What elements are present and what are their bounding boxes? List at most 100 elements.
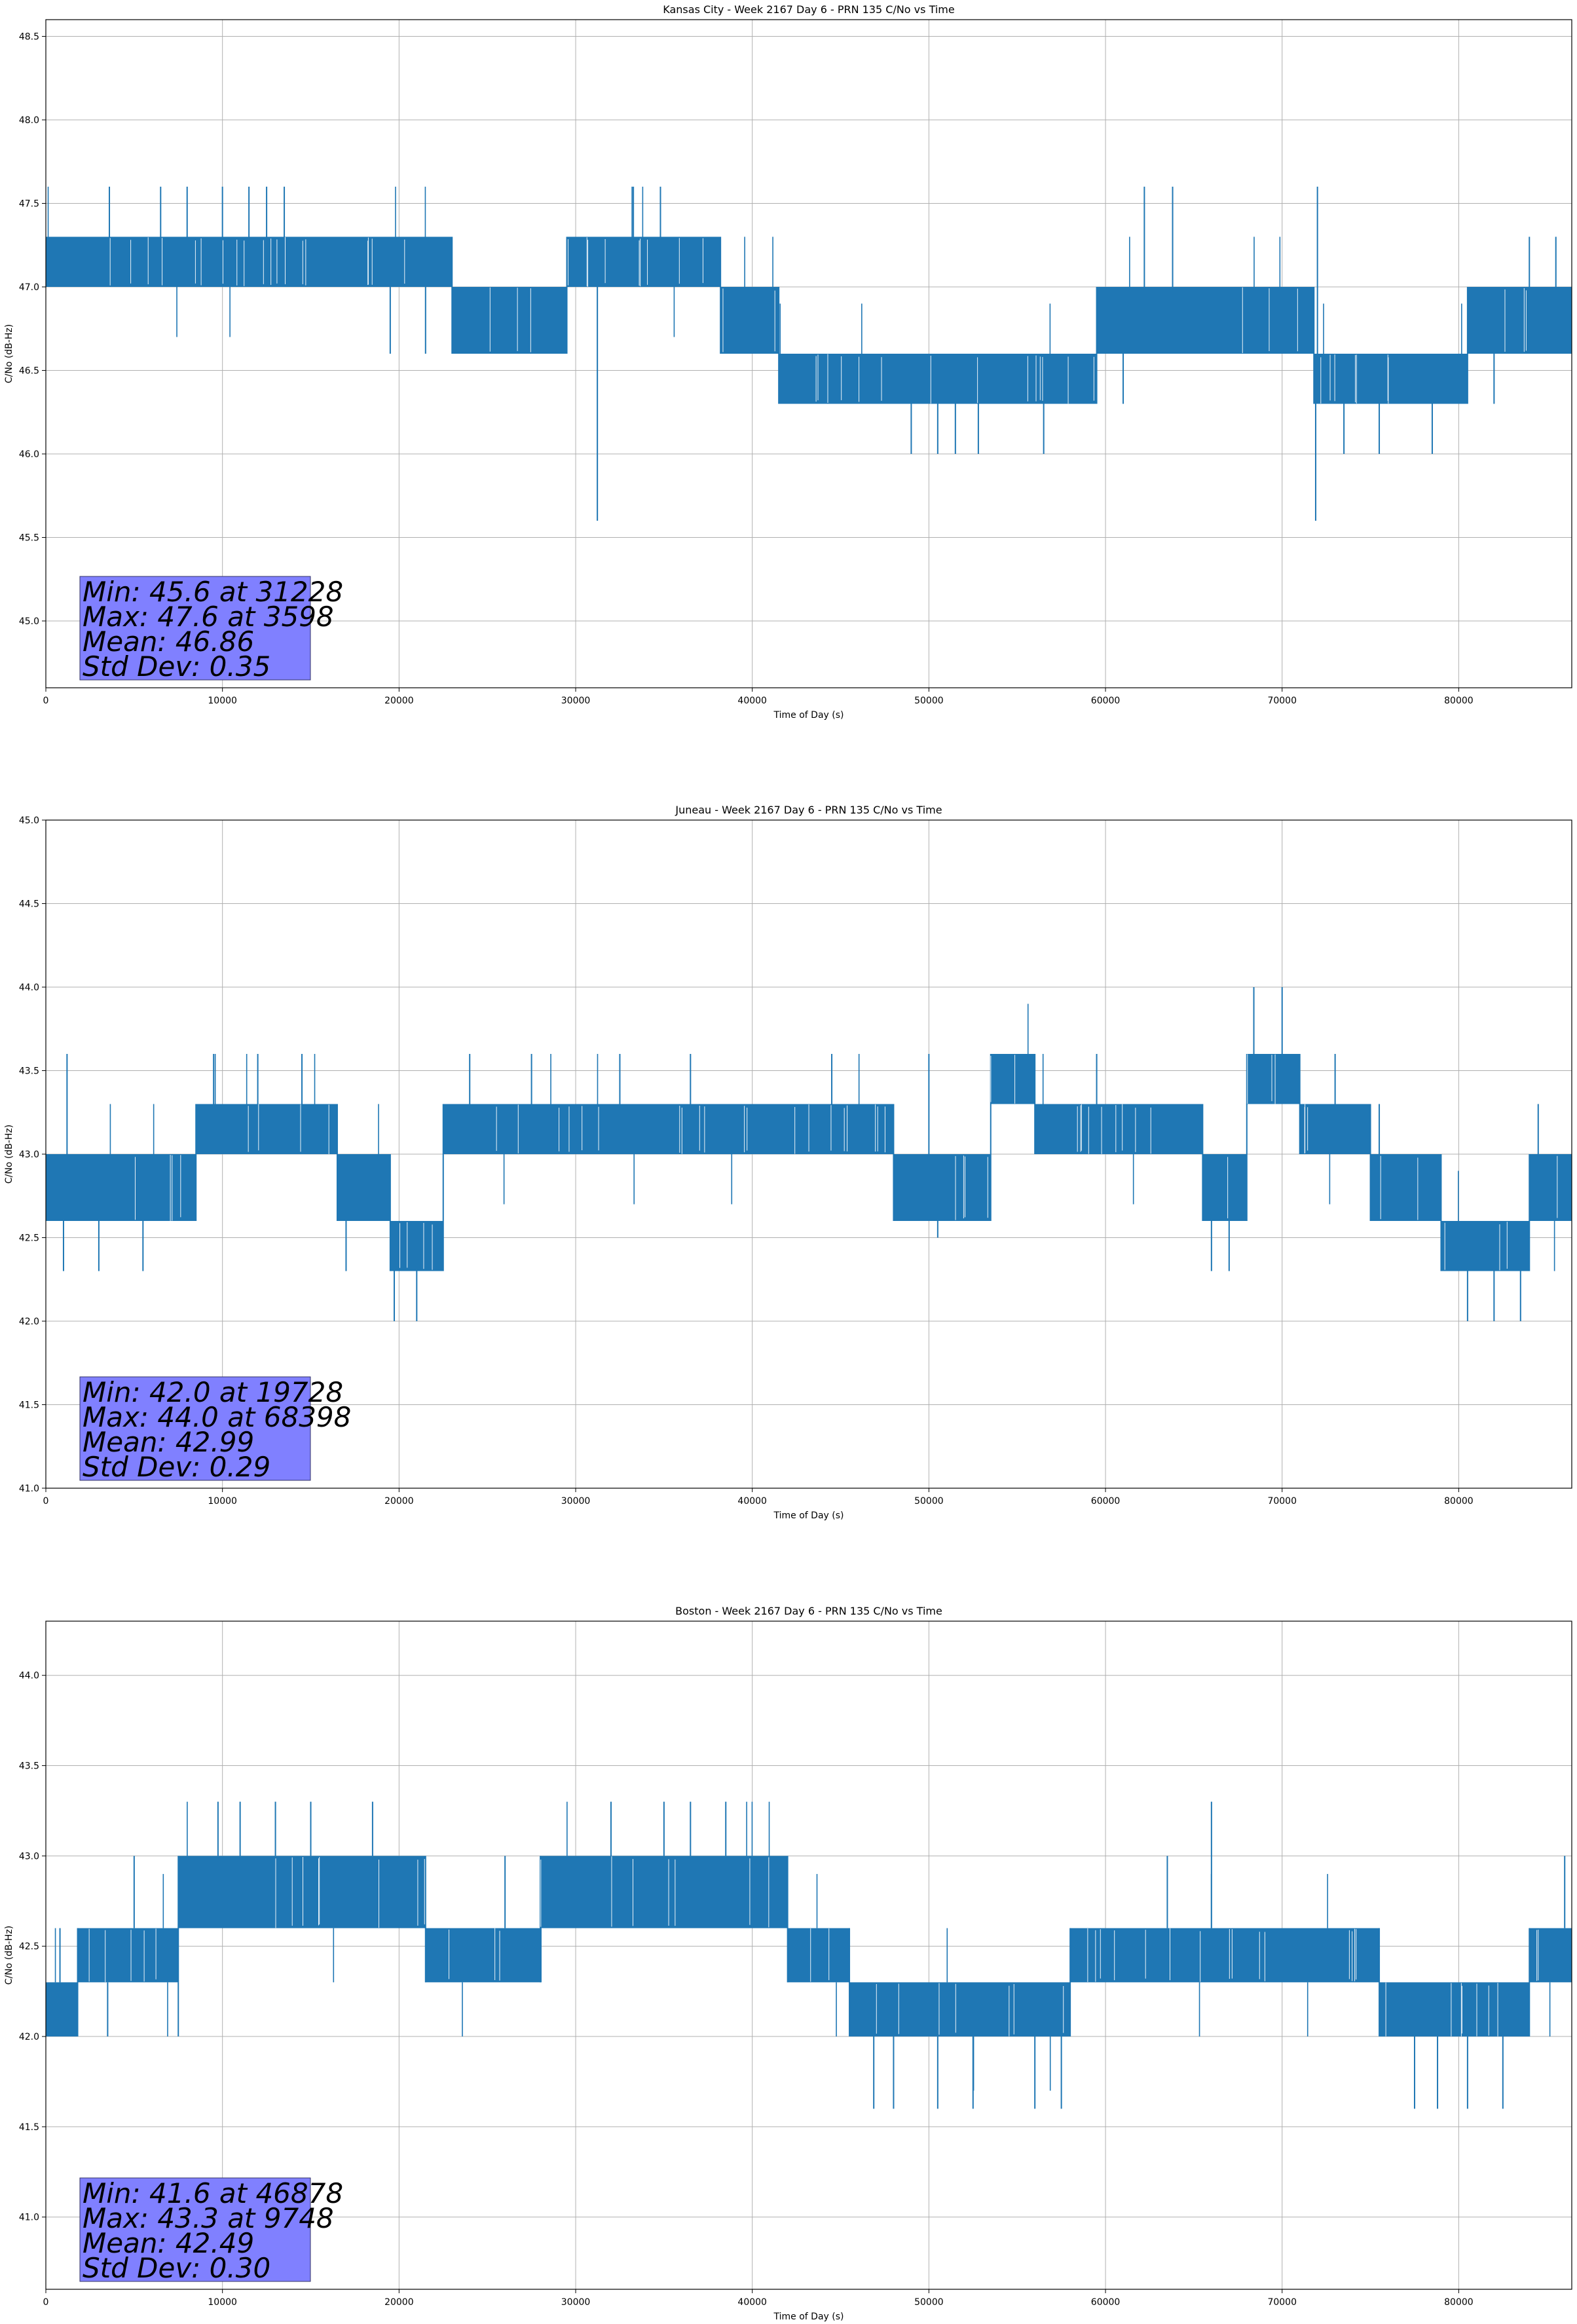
x-tick-label: 0 bbox=[43, 1496, 49, 1507]
y-tick-label: 42.0 bbox=[19, 2032, 39, 2042]
x-tick-label: 10000 bbox=[208, 2297, 237, 2308]
x-tick-label: 50000 bbox=[914, 696, 944, 706]
data-band bbox=[787, 1928, 850, 1983]
data-band bbox=[1379, 1982, 1530, 2037]
data-series bbox=[46, 187, 1572, 521]
y-axis-label: C/No (dB-Hz) bbox=[4, 1926, 14, 1985]
data-band bbox=[46, 236, 453, 287]
data-band bbox=[196, 1104, 337, 1154]
data-band bbox=[849, 1982, 1071, 2037]
y-tick-label: 47.0 bbox=[19, 282, 39, 293]
chart-title: Juneau - Week 2167 Day 6 - PRN 135 C/No … bbox=[675, 804, 942, 816]
x-tick-label: 50000 bbox=[914, 1496, 944, 1507]
data-band bbox=[540, 1856, 788, 1928]
data-band bbox=[779, 354, 1097, 404]
y-tick-label: 44.0 bbox=[19, 983, 39, 993]
data-series bbox=[46, 987, 1572, 1321]
data-band bbox=[390, 1221, 443, 1271]
x-tick-label: 20000 bbox=[384, 1496, 414, 1507]
y-tick-label: 46.0 bbox=[19, 449, 39, 460]
plot-frame bbox=[45, 19, 1572, 688]
x-tick-label: 40000 bbox=[737, 696, 767, 706]
data-band bbox=[1299, 1104, 1371, 1154]
x-tick-label: 30000 bbox=[561, 2297, 591, 2308]
y-tick-label: 45.5 bbox=[19, 533, 39, 544]
stats-box bbox=[79, 2177, 311, 2282]
y-tick-label: 41.5 bbox=[19, 2122, 39, 2133]
x-tick-label: 80000 bbox=[1444, 696, 1474, 706]
data-band bbox=[1467, 287, 1572, 354]
x-tick-label: 40000 bbox=[737, 2297, 767, 2308]
data-band bbox=[720, 287, 779, 354]
plot-frame bbox=[45, 1621, 1572, 2290]
data-band bbox=[1035, 1104, 1203, 1154]
stats-line: Min: 41.6 at 46878 bbox=[83, 2177, 343, 2209]
x-tick-label: 20000 bbox=[384, 696, 414, 706]
stats-line: Max: 47.6 at 3598 bbox=[83, 601, 334, 633]
plot-frame bbox=[45, 819, 1572, 1489]
y-tick-label: 46.5 bbox=[19, 366, 39, 377]
data-band bbox=[1314, 354, 1468, 404]
data-band bbox=[1202, 1154, 1247, 1221]
y-tick-label: 43.0 bbox=[19, 1851, 39, 1862]
data-band bbox=[990, 1054, 1035, 1104]
x-tick-label: 60000 bbox=[1091, 2297, 1121, 2308]
x-tick-label: 50000 bbox=[914, 2297, 944, 2308]
data-band bbox=[452, 287, 567, 354]
data-series bbox=[46, 1801, 1572, 2109]
x-tick-label: 0 bbox=[43, 696, 49, 706]
data-band bbox=[77, 1928, 179, 1983]
x-axis-label: Time of Day (s) bbox=[773, 710, 844, 721]
data-band bbox=[893, 1154, 991, 1221]
stats-line: Std Dev: 0.29 bbox=[83, 1451, 270, 1483]
data-band bbox=[178, 1856, 426, 1928]
data-band bbox=[1246, 1054, 1300, 1104]
data-band bbox=[1529, 1154, 1572, 1221]
y-axis-label: C/No (dB-Hz) bbox=[4, 1125, 14, 1184]
x-tick-label: 80000 bbox=[1444, 1496, 1474, 1507]
data-band bbox=[46, 1154, 196, 1221]
x-tick-label: 30000 bbox=[561, 1496, 591, 1507]
x-tick-label: 30000 bbox=[561, 696, 591, 706]
y-axis-label: C/No (dB-Hz) bbox=[4, 324, 14, 383]
data-band bbox=[1441, 1221, 1530, 1271]
stats-line: Std Dev: 0.30 bbox=[83, 2252, 270, 2284]
stats-line: Max: 44.0 at 68398 bbox=[83, 1401, 351, 1433]
x-tick-label: 40000 bbox=[737, 1496, 767, 1507]
stats-box bbox=[79, 1376, 311, 1481]
chart-panel: 0 10000 20000 30000 40000 50000 60000 70000 8000… bbox=[4, 3, 1572, 721]
x-axis-label: Time of Day (s) bbox=[773, 1510, 844, 1521]
x-tick-label: 10000 bbox=[208, 1496, 237, 1507]
data-band bbox=[1529, 1928, 1572, 1983]
data-band bbox=[566, 236, 721, 287]
y-tick-label: 43.5 bbox=[19, 1761, 39, 1772]
stats-line: Mean: 42.99 bbox=[83, 1426, 254, 1458]
data-band bbox=[1370, 1154, 1441, 1221]
data-band bbox=[443, 1104, 894, 1154]
y-tick-label: 48.5 bbox=[19, 32, 39, 43]
data-band bbox=[1096, 287, 1314, 354]
x-tick-label: 10000 bbox=[208, 696, 237, 706]
y-tick-label: 42.5 bbox=[19, 1941, 39, 1952]
x-tick-label: 0 bbox=[43, 2297, 49, 2308]
y-tick-label: 48.0 bbox=[19, 115, 39, 126]
stats-line: Min: 45.6 at 31228 bbox=[83, 576, 343, 608]
x-tick-label: 60000 bbox=[1091, 696, 1121, 706]
chart-title: Kansas City - Week 2167 Day 6 - PRN 135 … bbox=[663, 3, 954, 16]
x-axis-label: Time of Day (s) bbox=[773, 2312, 844, 2322]
stats-box bbox=[79, 576, 311, 681]
y-tick-label: 43.0 bbox=[19, 1150, 39, 1160]
x-tick-label: 70000 bbox=[1267, 2297, 1297, 2308]
x-tick-label: 80000 bbox=[1444, 2297, 1474, 2308]
y-tick-label: 42.0 bbox=[19, 1317, 39, 1327]
y-tick-label: 44.0 bbox=[19, 1671, 39, 1681]
y-tick-label: 41.5 bbox=[19, 1400, 39, 1411]
stats-line: Mean: 42.49 bbox=[83, 2227, 254, 2259]
data-band bbox=[425, 1928, 541, 1983]
y-tick-label: 47.5 bbox=[19, 199, 39, 210]
data-band bbox=[337, 1154, 390, 1221]
chart-panel: 0 10000 20000 30000 40000 50000 60000 70000 8000… bbox=[4, 804, 1572, 1521]
y-tick-label: 44.5 bbox=[19, 899, 39, 910]
chart-title: Boston - Week 2167 Day 6 - PRN 135 C/No … bbox=[675, 1605, 942, 1617]
